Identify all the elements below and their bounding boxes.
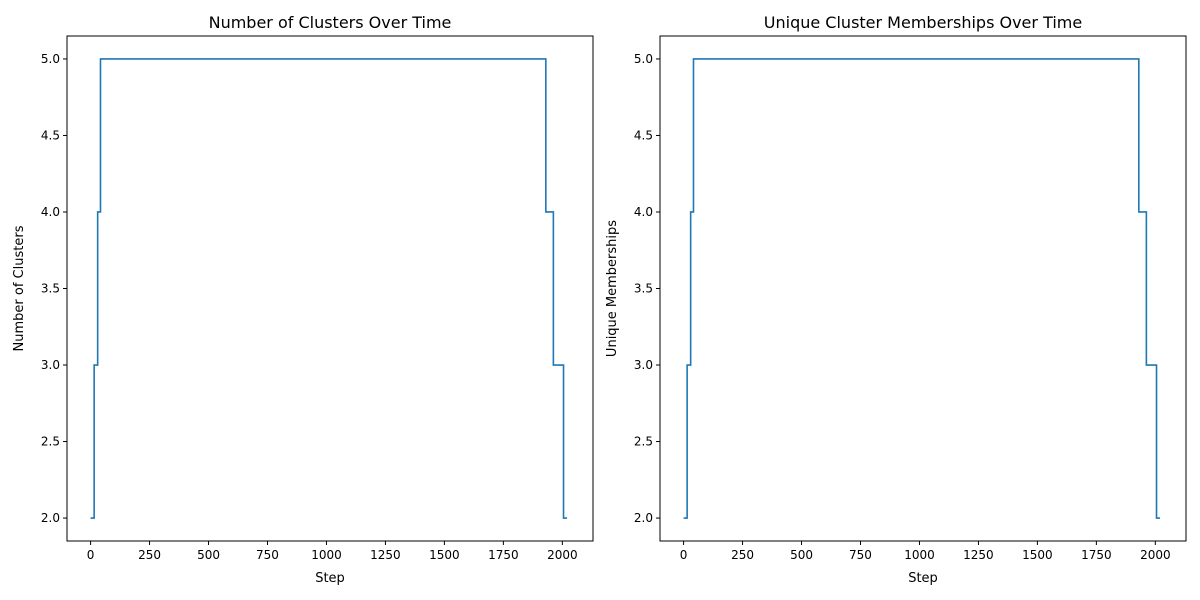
x-tick-label: 250 — [138, 548, 161, 562]
x-tick-label: 1250 — [370, 548, 401, 562]
y-tick-label: 2.0 — [634, 511, 653, 525]
series-line — [90, 58, 568, 519]
y-tick-label: 3.5 — [634, 282, 653, 296]
chart-panel-memberships: Unique Cluster Memberships Over Time 0 250… — [605, 13, 1187, 586]
y-tick-label: 5.0 — [41, 52, 60, 66]
x-tick-label: 1750 — [1081, 548, 1112, 562]
y-tick-label: 4.5 — [634, 128, 653, 142]
y-tick-label: 2.5 — [41, 435, 60, 449]
plot-frame — [659, 35, 1187, 542]
y-tick-label: 4.5 — [41, 128, 60, 142]
y-tick-label: 4.0 — [634, 205, 653, 219]
x-tick-label: 1500 — [429, 548, 460, 562]
y-tick-label: 2.5 — [634, 435, 653, 449]
x-tick-label: 250 — [731, 548, 754, 562]
y-axis-label: Unique Memberships — [605, 220, 620, 357]
x-tick-label: 0 — [680, 548, 688, 562]
plot-frame — [66, 35, 594, 542]
y-tick-label: 3.0 — [634, 358, 653, 372]
y-tick-label: 5.0 — [634, 52, 653, 66]
x-tick-label: 0 — [87, 548, 95, 562]
x-tick-label: 1250 — [963, 548, 994, 562]
x-tick-label: 2000 — [547, 548, 578, 562]
series-line — [683, 58, 1161, 519]
x-tick-label: 750 — [849, 548, 872, 562]
x-tick-label: 750 — [256, 548, 279, 562]
y-tick-label: 2.0 — [41, 511, 60, 525]
chart-panel-clusters: Number of Clusters Over Time 0 250 500 750 10… — [12, 13, 594, 586]
x-axis-label: Step — [315, 571, 345, 586]
x-tick-label: 500 — [790, 548, 813, 562]
x-tick-label: 500 — [197, 548, 220, 562]
x-tick-label: 2000 — [1140, 548, 1171, 562]
y-tick-label: 4.0 — [41, 205, 60, 219]
chart-title: Number of Clusters Over Time — [209, 13, 452, 32]
y-axis-label: Number of Clusters — [12, 225, 27, 351]
x-tick-label: 1000 — [904, 548, 935, 562]
chart-title: Unique Cluster Memberships Over Time — [764, 13, 1082, 32]
x-tick-label: 1500 — [1022, 548, 1053, 562]
x-tick-label: 1750 — [488, 548, 519, 562]
y-tick-label: 3.5 — [41, 282, 60, 296]
x-tick-label: 1000 — [311, 548, 342, 562]
y-tick-label: 3.0 — [41, 358, 60, 372]
x-axis-label: Step — [908, 571, 938, 586]
